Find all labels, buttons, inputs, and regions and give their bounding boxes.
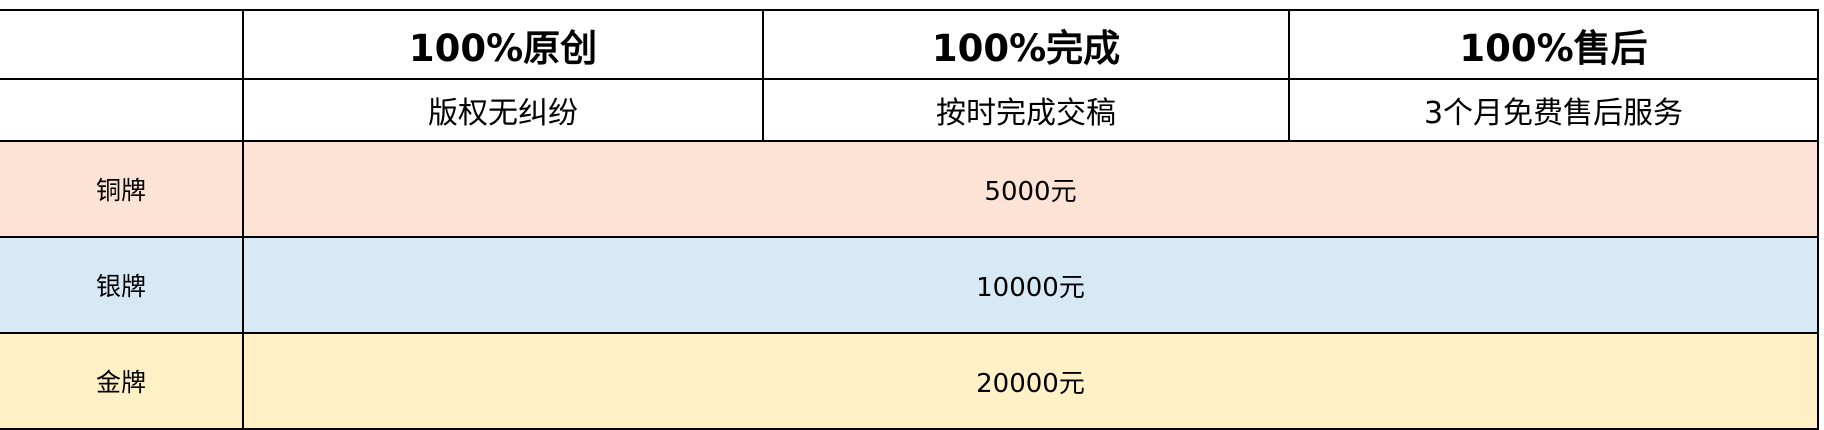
tier-price: 20000元 <box>242 332 1819 430</box>
tier-name: 银牌 <box>0 236 244 334</box>
tier-price: 10000元 <box>242 236 1819 334</box>
corner-cell <box>0 9 244 80</box>
column-subtitle: 3个月免费售后服务 <box>1288 78 1819 142</box>
tier-row-gold: 金牌 20000元 <box>0 332 1819 430</box>
column-title: 100%售后 <box>1288 9 1819 80</box>
tier-row-bronze: 铜牌 5000元 <box>0 140 1819 238</box>
tier-price: 5000元 <box>242 140 1819 238</box>
tier-name: 金牌 <box>0 332 244 430</box>
column-subtitle: 按时完成交稿 <box>762 78 1290 142</box>
column-subtitle: 版权无纠纷 <box>242 78 764 142</box>
tier-name: 铜牌 <box>0 140 244 238</box>
column-title: 100%完成 <box>762 9 1290 80</box>
column-title: 100%原创 <box>242 9 764 80</box>
subtitle-row: 版权无纠纷 按时完成交稿 3个月免费售后服务 <box>0 78 1819 142</box>
tier-row-silver: 银牌 10000元 <box>0 236 1819 334</box>
pricing-table: 100%原创 100%完成 100%售后 版权无纠纷 按时完成交稿 3个月免费售… <box>0 9 1819 430</box>
header-row: 100%原创 100%完成 100%售后 <box>0 9 1819 80</box>
corner-cell <box>0 78 244 142</box>
